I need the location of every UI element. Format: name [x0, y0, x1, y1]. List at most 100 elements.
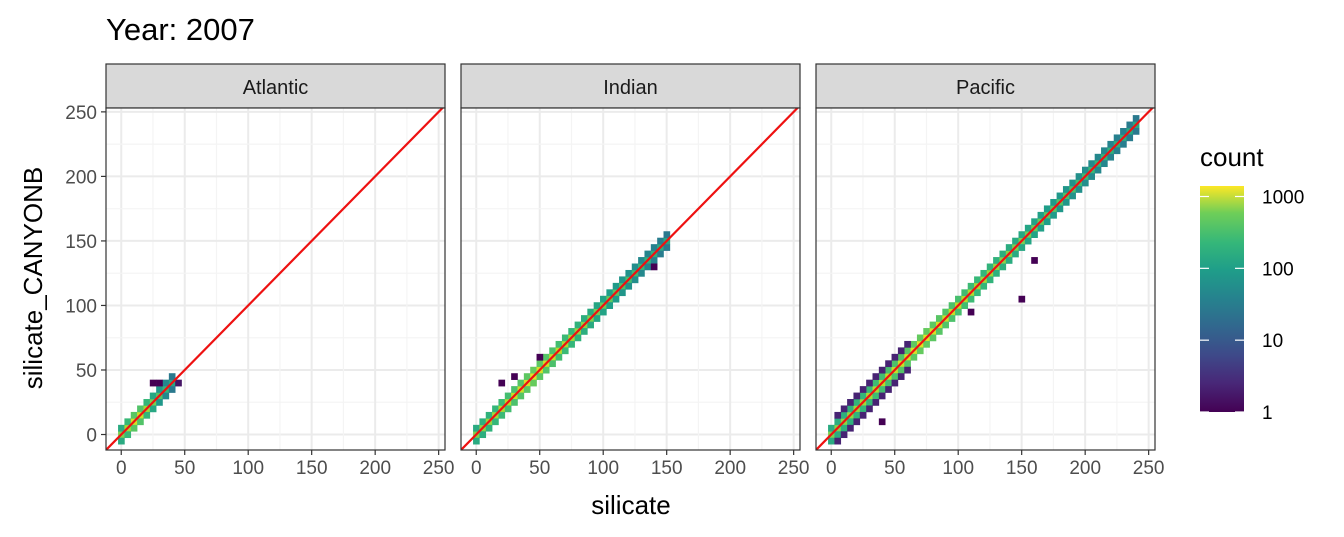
heatmap-bin — [1113, 147, 1121, 155]
legend-title: count — [1200, 142, 1264, 172]
heatmap-bin — [847, 418, 854, 426]
heatmap-bin — [897, 347, 905, 355]
heatmap-bin — [872, 379, 880, 387]
heatmap-bin — [904, 366, 911, 374]
heatmap-bin — [999, 263, 1007, 271]
heatmap-bin — [479, 418, 487, 426]
heatmap-bin — [638, 257, 645, 264]
x-tick-label: 100 — [232, 458, 264, 479]
heatmap-bin — [923, 328, 930, 335]
x-tick-label: 50 — [529, 458, 550, 479]
heatmap-bin — [1069, 192, 1076, 200]
y-tick-label: 250 — [65, 103, 97, 124]
panel-border — [105, 107, 446, 451]
heatmap-bin — [834, 411, 842, 419]
heatmap-bin — [916, 334, 924, 342]
heatmap-bin — [124, 418, 132, 426]
heatmap-bin — [1094, 166, 1102, 174]
heatmap-bin — [504, 405, 512, 413]
heatmap-bin — [536, 353, 544, 361]
heatmap-bin — [847, 405, 854, 413]
heatmap-bin — [878, 418, 886, 426]
x-tick-label: 150 — [651, 458, 683, 479]
heatmap-bin — [1113, 134, 1121, 142]
heatmap-bin — [986, 263, 994, 271]
heatmap-bin — [1037, 211, 1045, 219]
heatmap-bin — [897, 373, 905, 380]
heatmap-bin — [574, 334, 582, 342]
heatmap-bin — [619, 289, 626, 297]
heatmap-bin — [980, 282, 988, 290]
heatmap-bin — [885, 366, 892, 374]
y-tick-label: 50 — [76, 361, 97, 382]
heatmap-bin — [168, 373, 176, 380]
heatmap-bin — [891, 373, 899, 380]
facet-strip-label: Atlantic — [243, 77, 309, 99]
heatmap-bin — [498, 399, 506, 406]
panel-border — [460, 107, 801, 451]
panel-border — [815, 107, 1156, 451]
x-axis-title: silicate — [591, 490, 670, 520]
legend-label: 10 — [1262, 331, 1283, 352]
heatmap-bin — [859, 405, 867, 413]
heatmap-bin — [555, 353, 563, 361]
heatmap-bin — [600, 308, 607, 316]
heatmap-bin — [1126, 134, 1134, 142]
facet-strip — [815, 63, 1156, 109]
heatmap-bin — [137, 405, 144, 413]
heatmap-bin — [859, 386, 867, 393]
heatmap-bin — [853, 392, 861, 400]
heatmap-bin — [828, 437, 835, 445]
heatmap-bin — [118, 424, 125, 432]
heatmap-bin — [1043, 218, 1051, 226]
heatmap-bin — [1056, 192, 1064, 200]
heatmap-bin — [872, 373, 880, 380]
heatmap-bin — [999, 250, 1007, 258]
heatmap-bin — [619, 276, 626, 284]
heatmap-bin — [866, 405, 873, 413]
heatmap-bin — [1062, 198, 1070, 206]
heatmap-bin — [587, 321, 594, 329]
heatmap-bin — [1005, 244, 1013, 251]
heatmap-bin — [638, 269, 645, 277]
heatmap-bin — [878, 386, 886, 393]
x-tick-label: 200 — [714, 458, 746, 479]
heatmap-bin — [834, 431, 842, 439]
heatmap-bin — [840, 431, 848, 439]
heatmap-bin — [974, 276, 981, 284]
heatmap-bin — [1062, 186, 1070, 193]
heatmap-bin — [1132, 115, 1140, 122]
identity-line — [106, 108, 445, 450]
heatmap-bin — [935, 328, 943, 335]
heatmap-bin — [530, 366, 537, 374]
heatmap-bin — [498, 411, 506, 419]
heatmap-bin — [663, 244, 671, 251]
heatmap-bin — [897, 353, 905, 361]
heatmap-bin — [942, 308, 949, 316]
heatmap-bin — [1018, 231, 1026, 239]
heatmap-bin — [530, 379, 537, 387]
x-tick-label: 250 — [423, 458, 455, 479]
heatmap-bin — [542, 366, 550, 374]
heatmap-bin — [580, 328, 588, 335]
heatmap-bin — [663, 231, 671, 239]
heatmap-bin — [143, 411, 151, 419]
heatmap-bin — [631, 276, 639, 284]
heatmap-bin — [1120, 140, 1127, 148]
x-tick-label: 150 — [296, 458, 328, 479]
heatmap-bin — [568, 340, 575, 348]
heatmap-bin — [587, 308, 594, 316]
facet-strip — [105, 63, 446, 109]
legend: count 1000 100 10 1 — [1200, 142, 1304, 424]
heatmap-bin — [561, 334, 569, 342]
heatmap-bin — [986, 276, 994, 284]
heatmap-bin — [904, 360, 911, 368]
heatmap-bin — [1031, 257, 1038, 264]
facet-panel-pacific: Pacific 0 50 100 150 200 250 — [815, 63, 1165, 479]
heatmap-bin — [1056, 205, 1064, 213]
heatmap-bin — [840, 405, 848, 413]
heatmap-bin — [1024, 224, 1032, 232]
y-tick-label: 100 — [65, 296, 97, 317]
heatmap-bin — [137, 418, 144, 426]
